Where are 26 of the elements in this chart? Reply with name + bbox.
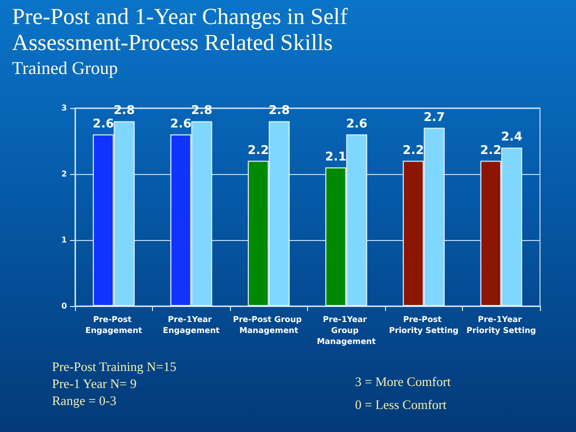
x-tick-label: Pre-1Year Priority Setting	[466, 315, 536, 335]
y-tick-label: 3	[61, 104, 67, 112]
x-tick-label: Pre-Post Priority Setting	[388, 315, 459, 335]
data-label: 2.2	[248, 142, 269, 157]
data-label: 2.6	[170, 116, 192, 130]
data-label: 2.6	[92, 116, 114, 130]
x-tick-label: Pre-1Year Group Management	[316, 315, 376, 346]
y-tick-label: 1	[61, 236, 68, 244]
data-label: 2.4	[501, 130, 522, 144]
x-tick-label: Pre-1Year Engagement	[162, 315, 220, 335]
text: 0 = Less Comfort	[355, 397, 446, 413]
text: Pre-Post Training N=15	[52, 359, 176, 375]
data-label: 2.2	[480, 142, 502, 157]
y-tick-label: 2	[61, 170, 67, 178]
text: Range = 0-3	[52, 393, 116, 409]
x-tick-label: Pre-Post Engagement	[85, 315, 142, 335]
y-tick-label: 0	[61, 302, 68, 310]
data-label: 2.1	[325, 149, 346, 164]
data-label: 2.6	[346, 116, 368, 130]
text: Pre-1 Year N= 9	[52, 376, 137, 392]
x-tick-label: Pre-Post Group Management	[233, 315, 304, 335]
text: 3 = More Comfort	[355, 374, 451, 390]
data-label: 2.7	[424, 110, 445, 124]
chart-subtitle: Trained Group	[12, 58, 118, 79]
chart-title: Pre-Post and 1-Year Changes in Self Assessment-Process Related Skills	[12, 4, 349, 56]
data-label: 2.2	[402, 142, 424, 157]
